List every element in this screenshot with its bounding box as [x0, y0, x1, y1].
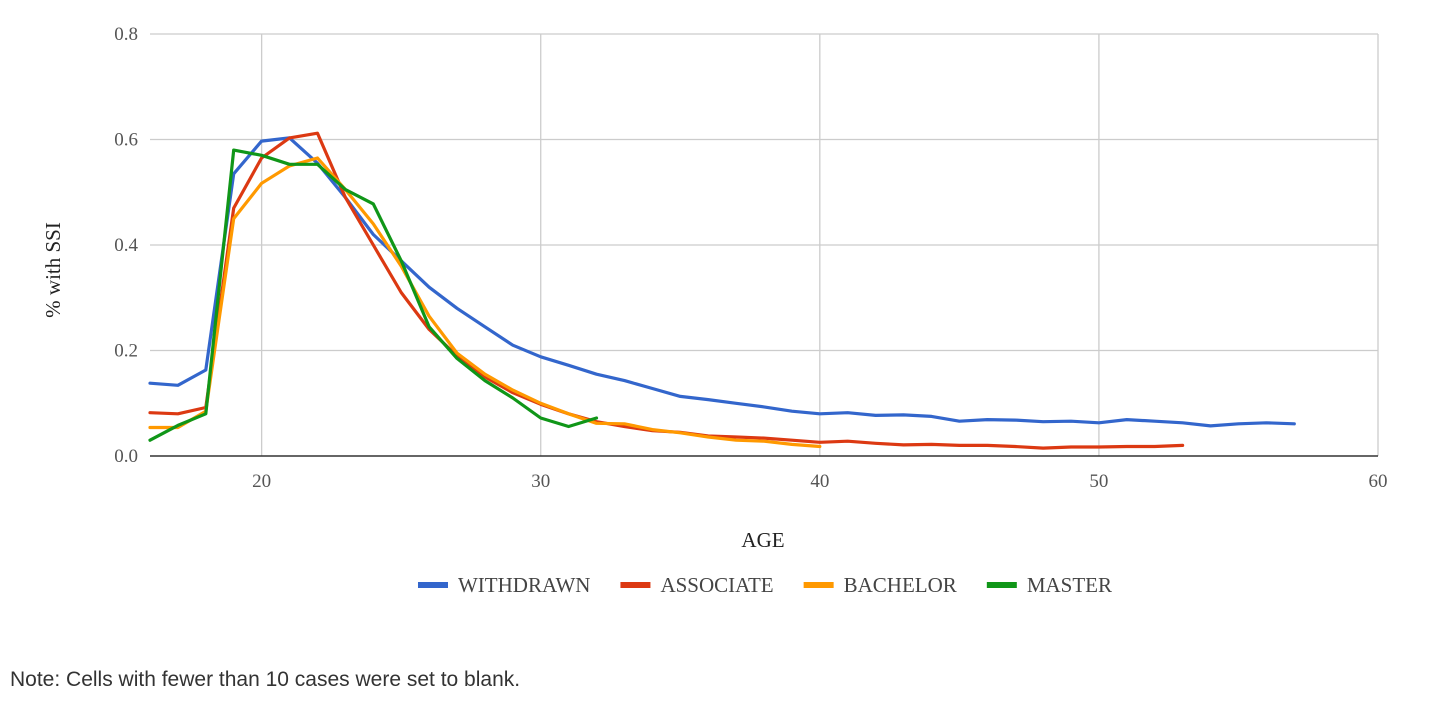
y-tick-label: 0.6 [114, 130, 138, 151]
legend: WITHDRAWN ASSOCIATE BACHELOR MASTER [417, 573, 1112, 597]
legend-label: ASSOCIATE [660, 573, 773, 597]
axes: AGE % with SSI 0.0 0.2 0.4 0.6 0.8 20 30 40 50 60 [41, 24, 1388, 552]
gridlines [150, 33, 1379, 457]
x-tick-label: 60 [1369, 471, 1388, 492]
legend-label: WITHDRAWN [458, 573, 590, 597]
legend-label: BACHELOR [844, 573, 957, 597]
series-line-associate [148, 131, 1185, 450]
x-tick-label: 50 [1089, 471, 1108, 492]
legend-label: MASTER [1027, 573, 1112, 597]
series-line-bachelor [148, 156, 822, 449]
series-line-master [148, 148, 599, 442]
series-lines [148, 131, 1296, 450]
legend-item-bachelor: BACHELOR [803, 573, 957, 597]
y-tick-label: 0.4 [114, 235, 138, 256]
y-tick-label: 0.2 [114, 341, 138, 362]
series-line-withdrawn [148, 136, 1296, 428]
legend-item-master: MASTER [986, 573, 1112, 597]
legend-swatch [986, 582, 1017, 588]
x-tick-label: 20 [252, 471, 271, 492]
y-axis-title: % with SSI [41, 222, 65, 318]
line-chart: AGE % with SSI 0.0 0.2 0.4 0.6 0.8 20 30 40 50 60… [41, 24, 1388, 597]
legend-swatch [417, 582, 448, 588]
x-tick-label: 40 [810, 471, 829, 492]
y-tick-label: 0.0 [114, 446, 138, 467]
legend-item-withdrawn: WITHDRAWN [417, 573, 590, 597]
x-tick-label: 30 [531, 471, 550, 492]
legend-swatch [803, 582, 834, 588]
footnote: Note: Cells with fewer than 10 cases wer… [10, 668, 521, 691]
legend-swatch [620, 582, 651, 588]
legend-item-associate: ASSOCIATE [620, 573, 774, 597]
x-axis-title: AGE [741, 528, 784, 552]
y-tick-label: 0.8 [114, 24, 138, 45]
